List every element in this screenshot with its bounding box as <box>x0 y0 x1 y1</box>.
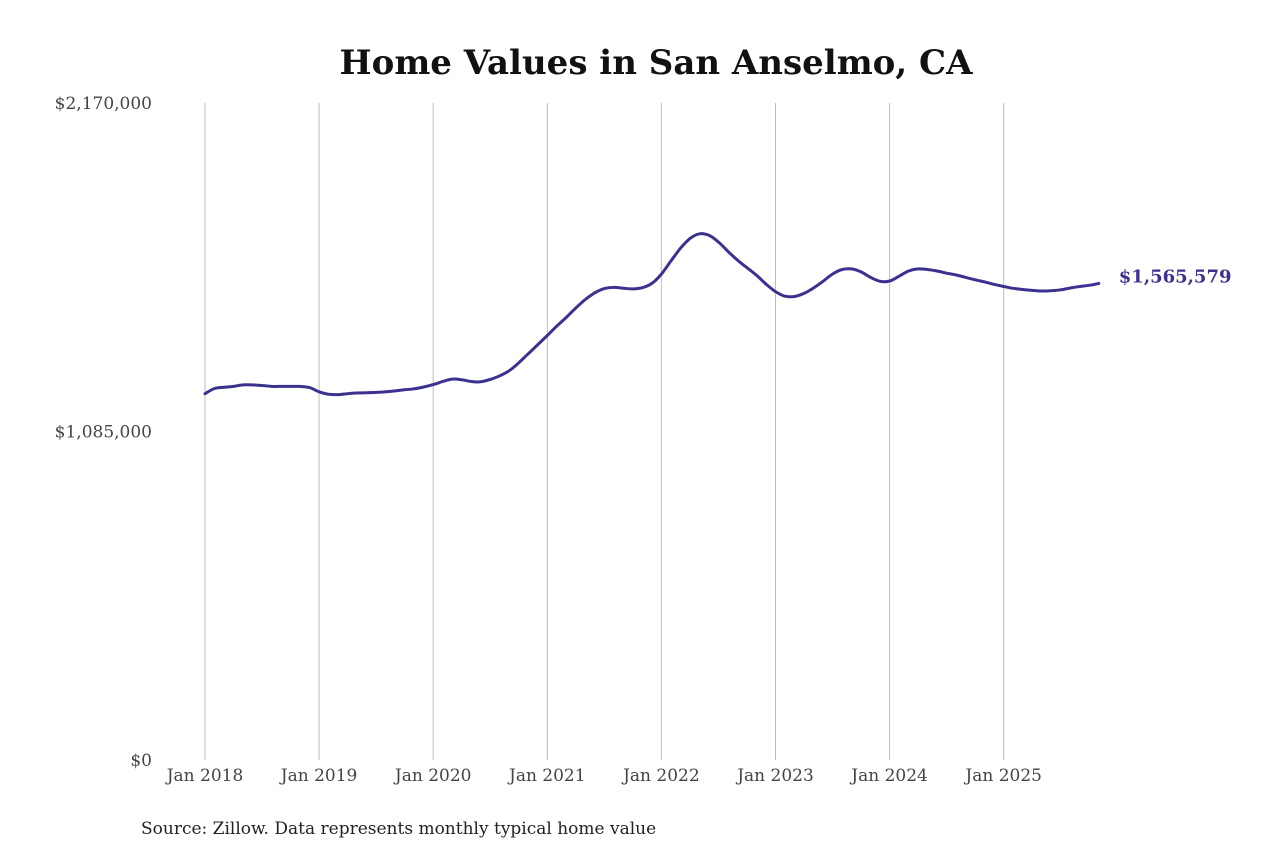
x-axis-ticks: Jan 2018 Jan 2019 Jan 2020 Jan 2021 Jan 2022… <box>165 766 1042 786</box>
x-tick-label: Jan 2019 <box>279 766 358 786</box>
y-tick-label: $0 <box>130 751 152 771</box>
series-layer <box>203 232 1101 397</box>
y-tick-label: $1,085,000 <box>55 423 152 443</box>
x-tick-label: Jan 2021 <box>507 766 586 786</box>
chart-title: Home Values in San Anselmo, CA <box>340 43 974 83</box>
source-note: Source: Zillow. Data represents monthly … <box>141 819 656 839</box>
x-tick-label: Jan 2025 <box>963 766 1042 786</box>
x-tick-label: Jan 2023 <box>735 766 814 786</box>
x-tick-label: Jan 2018 <box>165 766 244 786</box>
y-tick-label: $2,170,000 <box>55 94 152 114</box>
y-axis-ticks: $0 $1,085,000 $2,170,000 <box>55 94 152 771</box>
x-tick-label: Jan 2020 <box>393 766 472 786</box>
end-value-label: $1,565,579 <box>1119 266 1232 287</box>
gridlines <box>204 103 1005 760</box>
series-line-home-value <box>203 232 1101 397</box>
x-tick-label: Jan 2024 <box>849 766 928 786</box>
x-tick-label: Jan 2022 <box>621 766 700 786</box>
